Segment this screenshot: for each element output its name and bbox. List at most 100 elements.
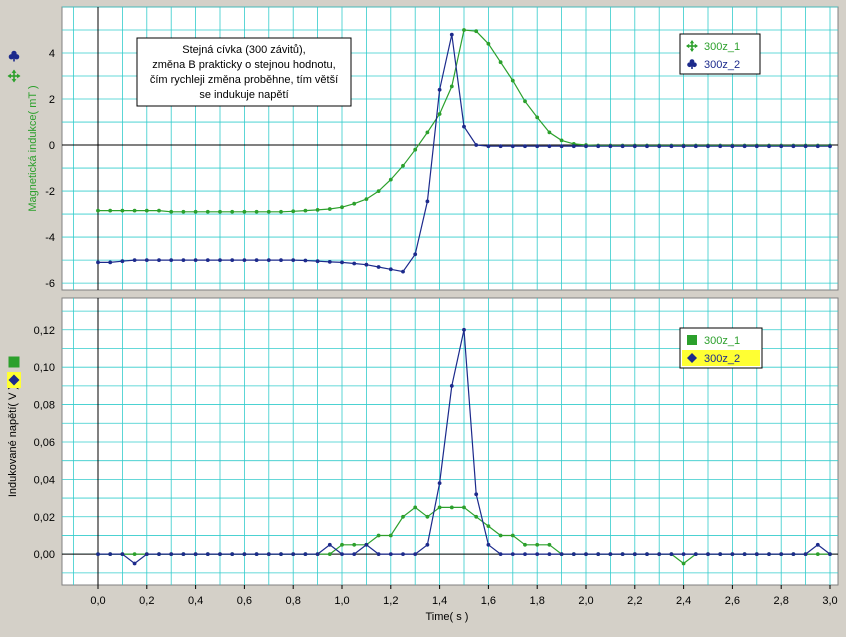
data-point bbox=[340, 205, 344, 210]
annotation-box: Stejná cívka (300 závitů), změna B prakti… bbox=[136, 37, 352, 107]
data-point bbox=[401, 514, 405, 519]
data-point bbox=[547, 542, 552, 547]
data-point bbox=[462, 124, 466, 129]
data-point bbox=[425, 514, 430, 519]
y-tick-label: 0,06 bbox=[34, 437, 55, 449]
arrow-head bbox=[694, 43, 698, 49]
data-point bbox=[803, 552, 808, 556]
y-tick-label: 2 bbox=[49, 94, 55, 106]
data-point bbox=[364, 197, 369, 202]
data-point bbox=[608, 552, 613, 556]
data-point bbox=[510, 78, 515, 83]
data-point bbox=[742, 144, 747, 149]
legend-label: 300z_2 bbox=[704, 353, 740, 365]
data-point bbox=[706, 552, 710, 556]
data-point bbox=[657, 144, 662, 149]
data-point bbox=[828, 552, 832, 556]
data-point bbox=[144, 258, 149, 262]
data-point bbox=[730, 144, 735, 149]
data-point bbox=[218, 552, 222, 556]
y-tick-label: 0 bbox=[49, 140, 55, 152]
data-point bbox=[486, 41, 491, 46]
arrow-head bbox=[689, 48, 695, 52]
data-point bbox=[254, 209, 259, 214]
data-point bbox=[498, 60, 503, 65]
data-point bbox=[449, 32, 454, 37]
data-point bbox=[425, 542, 430, 547]
data-point bbox=[181, 209, 186, 214]
data-point bbox=[230, 209, 235, 214]
x-tick-label: 2,8 bbox=[774, 595, 789, 607]
data-point bbox=[120, 208, 125, 213]
crosshair-arrows-icon bbox=[7, 69, 21, 83]
data-point bbox=[388, 267, 393, 272]
data-point bbox=[193, 552, 198, 556]
data-point bbox=[108, 260, 113, 265]
crosshair-arrows-icon bbox=[686, 40, 698, 52]
annotation-line: Stejná cívka (300 závitů), bbox=[182, 44, 306, 56]
data-point bbox=[388, 533, 393, 538]
x-tick-label: 2,4 bbox=[676, 595, 691, 607]
data-point bbox=[718, 552, 723, 556]
data-point bbox=[462, 505, 466, 510]
data-point bbox=[559, 138, 564, 143]
legend-label: 300z_1 bbox=[704, 41, 740, 53]
data-point bbox=[327, 260, 332, 264]
data-point bbox=[535, 542, 540, 547]
data-point bbox=[596, 552, 601, 556]
clover-leaf bbox=[692, 62, 697, 68]
data-point bbox=[242, 258, 247, 262]
data-point bbox=[315, 208, 320, 212]
data-point bbox=[669, 144, 674, 149]
data-point bbox=[376, 552, 381, 556]
data-point bbox=[205, 258, 210, 262]
legend-box bbox=[679, 33, 761, 75]
data-point bbox=[157, 552, 161, 556]
data-point bbox=[401, 269, 405, 274]
y-tick-label: -4 bbox=[45, 232, 55, 244]
data-point bbox=[327, 552, 332, 556]
data-point bbox=[254, 258, 259, 262]
data-point bbox=[449, 84, 454, 89]
data-point bbox=[474, 492, 479, 497]
data-point bbox=[486, 524, 491, 528]
clover-stem bbox=[13, 56, 15, 62]
arrow-head bbox=[7, 73, 11, 79]
data-point bbox=[401, 163, 405, 168]
data-point bbox=[510, 552, 515, 556]
data-point bbox=[828, 144, 832, 149]
data-point bbox=[169, 209, 174, 214]
data-point bbox=[645, 144, 649, 149]
data-point bbox=[96, 260, 100, 265]
x-tick-label: 1,4 bbox=[432, 595, 447, 607]
data-point bbox=[791, 144, 796, 149]
data-point bbox=[291, 552, 296, 556]
data-point bbox=[279, 209, 283, 214]
data-point bbox=[144, 552, 149, 556]
data-point bbox=[718, 144, 723, 149]
x-tick-label: 1,2 bbox=[383, 595, 398, 607]
data-point bbox=[376, 265, 381, 269]
data-point bbox=[767, 144, 771, 149]
data-point bbox=[254, 552, 259, 556]
legend-highlight bbox=[682, 350, 760, 366]
data-point bbox=[669, 552, 674, 556]
legend-label: 300z_1 bbox=[704, 335, 740, 347]
y-tick-label: 0,08 bbox=[34, 400, 55, 412]
data-point bbox=[279, 552, 283, 556]
annotation-line: se indukuje napětí bbox=[199, 89, 288, 101]
data-point bbox=[632, 552, 637, 556]
data-point bbox=[620, 144, 625, 149]
data-point bbox=[132, 258, 137, 262]
data-point bbox=[413, 505, 418, 510]
data-point bbox=[413, 147, 418, 152]
data-point bbox=[132, 208, 137, 213]
data-point bbox=[413, 252, 418, 257]
y-tick-label: -2 bbox=[45, 186, 55, 198]
data-point bbox=[779, 144, 784, 149]
y-axis-label: Indukované napětí( V ) bbox=[7, 386, 19, 497]
data-point bbox=[327, 207, 332, 211]
y-tick-label: 0,00 bbox=[34, 549, 55, 561]
data-point bbox=[364, 542, 369, 547]
